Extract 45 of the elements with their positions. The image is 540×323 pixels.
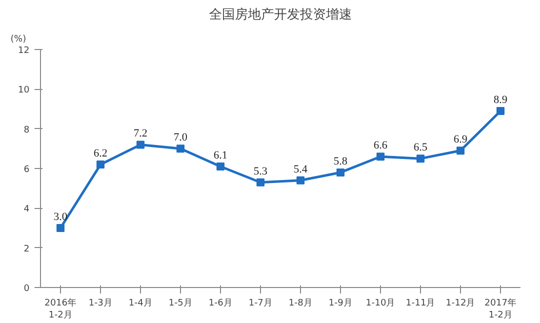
y-tick-label: 4	[24, 204, 30, 215]
point	[336, 168, 344, 176]
point	[416, 154, 424, 163]
data-label: 5.8	[334, 155, 348, 168]
y-tick-label: 0	[24, 284, 30, 294]
point	[376, 152, 384, 161]
x-tick-label: 2017年 1-2月	[484, 298, 516, 320]
data-label: 3.0	[54, 211, 68, 223]
data-label: 6.5	[414, 142, 428, 154]
x-tick-label: 2016年 1-2月	[44, 298, 76, 320]
point	[96, 160, 104, 169]
point	[296, 176, 304, 184]
data-label: 6.6	[374, 140, 388, 152]
y-tick-label: 10	[18, 86, 30, 96]
data-label: 6.9	[454, 134, 468, 146]
x-tick-label: 1-7月	[248, 298, 272, 308]
point	[56, 224, 64, 232]
chart-title: 全国房地产开发投资增速	[209, 6, 352, 22]
y-tick-label: 2	[24, 244, 30, 254]
x-tick-label: 1-4月	[128, 298, 152, 308]
point	[496, 106, 504, 115]
y-tick-label: 12	[18, 46, 30, 56]
data-label: 5.4	[294, 163, 308, 176]
x-tick-label: 1-9月	[328, 298, 352, 308]
x-tick-label: 1-5月	[168, 298, 192, 308]
point	[216, 162, 224, 171]
x-tick-label: 1-6月	[208, 298, 232, 308]
data-label: 5.3	[254, 165, 268, 178]
point	[256, 178, 264, 186]
data-label: 8.9	[494, 94, 508, 106]
x-tick-label: 1-10月	[366, 298, 396, 308]
data-label: 7.0	[174, 132, 188, 144]
data-label: 6.2	[94, 148, 108, 160]
y-axis-title: (%)	[10, 34, 26, 44]
y-tick-label: 6	[24, 165, 30, 175]
point	[456, 146, 464, 155]
point	[176, 144, 184, 153]
point	[136, 140, 144, 149]
data-label: 6.1	[214, 150, 228, 162]
x-tick-label: 1-8月	[288, 298, 312, 308]
x-tick-label: 1-12月	[446, 298, 476, 308]
data-label: 7.2	[134, 128, 148, 140]
x-tick-label: 1-11月	[406, 298, 436, 308]
x-tick-label: 1-3月	[88, 298, 112, 308]
y-tick-label: 8	[24, 125, 30, 136]
